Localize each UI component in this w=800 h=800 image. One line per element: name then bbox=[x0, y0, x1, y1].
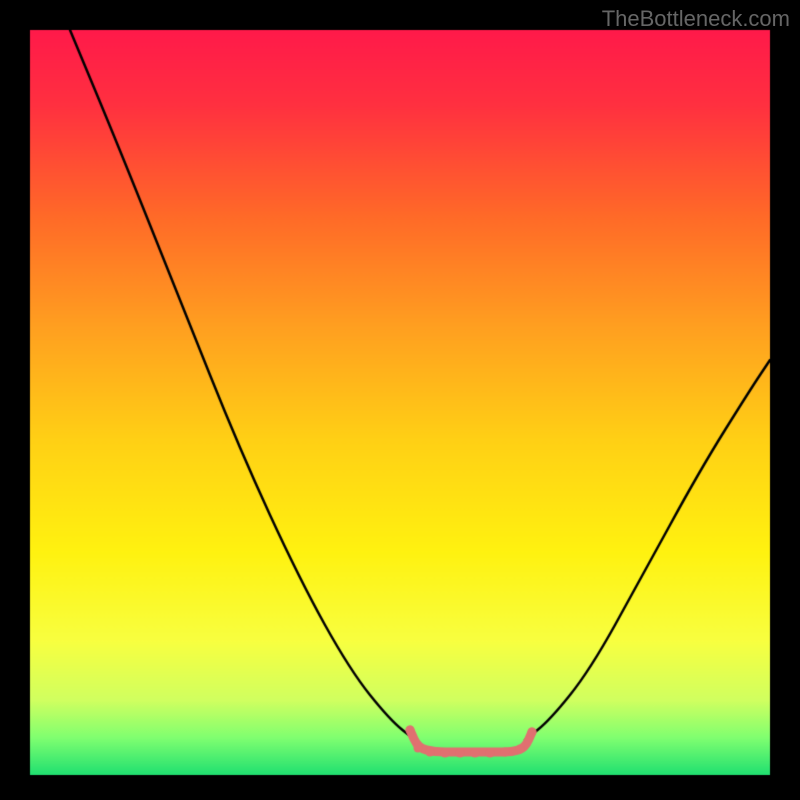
bottleneck-curve-chart bbox=[0, 0, 800, 800]
watermark-text: TheBottleneck.com bbox=[602, 6, 790, 32]
chart-container: TheBottleneck.com bbox=[0, 0, 800, 800]
